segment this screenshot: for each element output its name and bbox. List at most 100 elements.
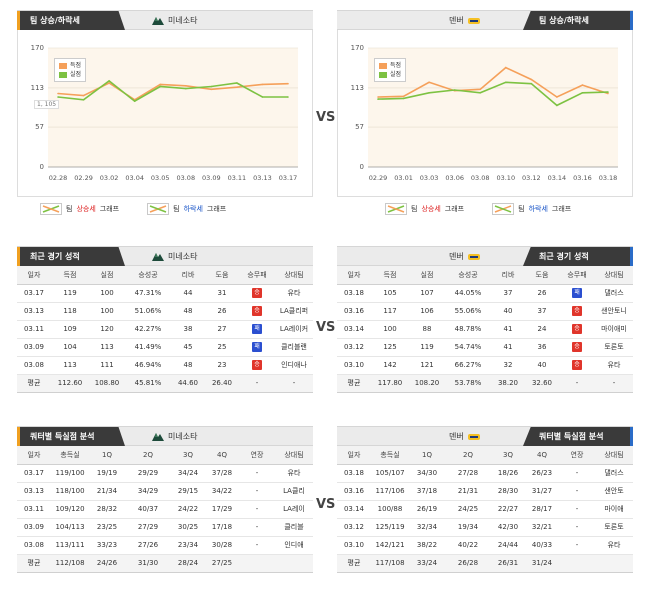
table-cell: 142 [371,356,409,375]
table-cell: - [559,500,595,519]
right-recent-team: 덴버 [449,247,480,266]
table-cell: 41 [491,320,525,339]
data-point [607,91,609,93]
column-header: 1Q [409,446,445,465]
left-recent-panel: 최근 경기 성적 미네소타 일자 득점 실점 승성공 리바 도움 승무패 상대팀 03.17 11… [17,246,313,393]
average-cell: 112.60 [51,374,89,393]
table-cell: 142/121 [371,536,409,555]
column-header: 2Q [125,446,171,465]
table-row: 03.11 109/120 28/32 40/37 24/22 17/29- LA레이 [17,500,313,519]
table-cell: 33/23 [89,536,125,555]
opponent-cell: 댈러스 [595,464,633,483]
right-quarter-team-name: 덴버 [449,432,464,441]
x-tick-label: 03.18 [599,174,618,182]
right-quarter-panel: 덴버 쿼터별 득실점 분석 일자 총득실 1Q 2Q 3Q 4Q 연장 상대팀 03.18 105… [337,426,633,573]
table-cell: 03.18 [337,464,371,483]
left-line-chart: 0 57 113 170 02.28 02.29 03.02 03.04 03.05 03.08 0… [31,44,298,182]
x-tick-label: 02.29 [74,174,93,182]
left-recent-header: 최근 경기 성적 미네소타 [17,246,313,266]
table-cell: 24/25 [445,500,491,519]
right-recent-table: 일자 득점 실점 승성공 리바 도움 승무패 상대팀 03.18 105 107 44.05% 37 26… [337,266,633,393]
table-cell: 03.12 [337,338,371,357]
table-cell: - [239,500,275,519]
result-cell: 승 [559,302,595,321]
data-point [402,97,405,100]
table-cell: 45 [171,338,205,357]
win-badge: 승 [252,360,262,370]
table-cell: 26/23 [525,464,559,483]
data-point [184,85,187,87]
x-tick-label: 03.05 [151,174,170,182]
table-cell: - [559,464,595,483]
left-trend-panel: 팀 상승/하락세 미네소타 0 57 113 170 02.28 02.29 03.02 03… [17,10,313,197]
win-badge: 승 [572,360,582,370]
table-cell: 118 [51,302,89,321]
data-point [428,81,430,84]
table-cell: 28/17 [525,500,559,519]
left-fall-post: 그래프 [206,205,227,213]
right-chart-legend: 득점 실점 [374,58,407,82]
average-cell: 31/30 [125,554,171,573]
y-tick-label: 113 [351,84,364,92]
x-tick-label: 03.17 [279,174,298,182]
x-tick-label: 03.09 [202,174,221,182]
right-line-chart: 0 57 113 170 02.29 03.01 03.03 03.06 03.08 03.10 0… [351,44,618,182]
table-row: 03.16 117 106 55.06% 40 37 승 샌안토니 [337,302,633,321]
data-point [236,86,238,88]
fall-graph-icon [492,203,515,215]
table-row: 03.09 104 113 41.49% 45 25 패 클리블랜 [17,338,313,357]
x-tick-label: 02.28 [49,174,68,182]
table-cell: 105 [371,284,409,303]
data-point [57,96,59,98]
table-row: 03.13 118/100 21/34 34/29 29/15 34/22- LA클리 [17,482,313,501]
table-cell: 29/29 [125,464,171,483]
average-cell: 24/26 [89,554,125,573]
opponent-cell: 유타 [275,464,313,483]
table-cell: 118/100 [51,482,89,501]
table-cell: 03.13 [17,302,51,321]
vs-label-1: VS [316,110,336,125]
result-cell: 패 [239,320,275,339]
right-recent-title: 최근 경기 성적 [523,247,633,266]
table-row: 03.08 113/111 33/23 27/26 23/34 30/28- 인디애 [17,536,313,555]
table-row: 03.17 119 100 47.31% 44 31 승 유타 [17,284,313,303]
table-cell: 03.10 [337,536,371,555]
column-header: 실점 [409,266,445,285]
opponent-cell: LA클리 [275,482,313,501]
table-cell: 46.94% [125,356,171,375]
nuggets-logo-icon [467,18,480,24]
opponent-cell: 인디애 [275,536,313,555]
table-cell: 107 [409,284,445,303]
average-cell: 53.78% [445,374,491,393]
table-cell: 104 [51,338,89,357]
x-tick-label: 03.04 [125,174,144,182]
table-cell: 117 [371,302,409,321]
table-cell: 03.08 [17,356,51,375]
data-point [479,92,482,94]
table-cell: 21/34 [89,482,125,501]
x-tick-label: 03.12 [522,174,541,182]
table-cell: 03.14 [337,500,371,519]
data-point [530,82,533,85]
win-badge: 승 [572,324,582,334]
series-line-allowed [377,81,609,107]
data-point [261,96,264,98]
table-row: 03.14 100 88 48.78% 41 24 승 마이애미 [337,320,633,339]
right-trend-chart: 0 57 113 170 02.29 03.01 03.03 03.06 03.08 03.10 0… [337,30,633,197]
data-point [287,96,289,98]
table-cell: 03.17 [17,284,51,303]
data-point [453,89,456,91]
left-quarter-panel: 쿼터별 득실점 분석 미네소타 일자 총득실 1Q 2Q 3Q 4Q 연장 상대팀 03.17 1… [17,426,313,573]
result-cell: 패 [239,338,275,357]
table-cell: 03.09 [17,518,51,537]
table-header-row: 일자 총득실 1Q 2Q 3Q 4Q 연장 상대팀 [17,446,313,465]
left-legend-item-allowed: 실점 [59,70,81,79]
right-quarter-table: 일자 총득실 1Q 2Q 3Q 4Q 연장 상대팀 03.18 105/107 34/30 27/28… [337,446,633,573]
x-tick-label: 03.08 [176,174,195,182]
win-badge: 승 [572,342,582,352]
column-header: 4Q [525,446,559,465]
left-fall-hl: 하락세 [183,205,203,213]
table-cell: 88 [409,320,445,339]
average-cell: 평균 [17,554,51,573]
table-cell: 26/19 [409,500,445,519]
